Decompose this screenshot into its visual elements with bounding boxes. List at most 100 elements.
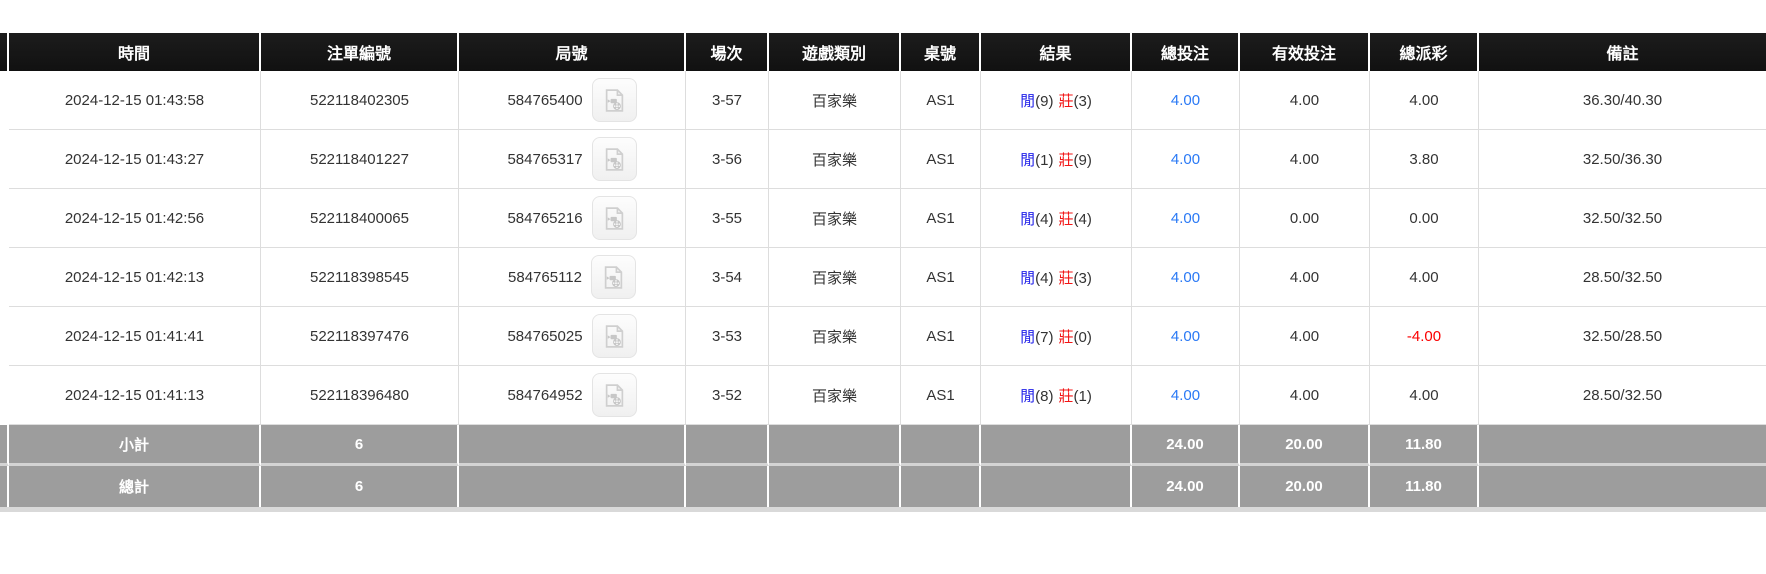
round-number-value: 584765025 bbox=[507, 327, 583, 345]
payout-value: 3.80 bbox=[1409, 150, 1439, 168]
summary-empty-cell bbox=[459, 466, 686, 507]
player-result-label: 閒 bbox=[1020, 269, 1036, 287]
summary-valid-bet: 20.00 bbox=[1285, 478, 1323, 495]
summary-label-cell: 總計 bbox=[9, 466, 261, 507]
video-replay-button[interactable] bbox=[591, 196, 637, 240]
summary-valid-bet: 20.00 bbox=[1285, 435, 1323, 453]
payout-cell: 3.80 bbox=[1370, 130, 1479, 189]
column-header-time: 時間 bbox=[9, 33, 261, 71]
session-cell: 3-54 bbox=[686, 248, 769, 307]
result-cell: 閒(4) 莊(4) bbox=[981, 189, 1132, 248]
summary-payout: 11.80 bbox=[1405, 478, 1442, 495]
bet-number-value: 522118400065 bbox=[310, 209, 409, 227]
summary-row: 小計 6 24.00 20.00 11.80 bbox=[0, 425, 1766, 466]
bet-history-page: 時間 注單編號 局號 場次 遊戲類別 桌號 結果 總投注 有效投注 總派彩 備註 2024-12-1… bbox=[0, 33, 1766, 512]
table-number-value: AS1 bbox=[926, 209, 955, 227]
payout-value: 4.00 bbox=[1409, 268, 1439, 286]
bet-number-value: 522118397476 bbox=[310, 327, 409, 345]
remark-value: 28.50/32.50 bbox=[1582, 386, 1663, 404]
session-value: 3-57 bbox=[711, 91, 743, 109]
total-bet-link[interactable]: 4.00 bbox=[1170, 150, 1201, 168]
game-type-cell: 百家樂 bbox=[769, 71, 901, 130]
gutter-cell bbox=[0, 307, 9, 366]
column-header-payout: 總派彩 bbox=[1370, 33, 1479, 71]
game-type-value: 百家樂 bbox=[811, 387, 857, 405]
table-number-cell: AS1 bbox=[901, 366, 981, 425]
result-cell: 閒(1) 莊(9) bbox=[981, 130, 1132, 189]
round-number-value: 584765317 bbox=[507, 150, 583, 168]
game-type-cell: 百家樂 bbox=[769, 366, 901, 425]
valid-bet-value: 4.00 bbox=[1289, 150, 1320, 168]
total-bet-cell: 4.00 bbox=[1132, 71, 1240, 130]
valid-bet-cell: 4.00 bbox=[1240, 366, 1370, 425]
bet-number-value: 522118401227 bbox=[310, 150, 409, 168]
gutter-cell bbox=[0, 71, 9, 130]
summary-count-cell: 6 bbox=[261, 466, 459, 507]
round-number-cell: 584764952 bbox=[459, 366, 686, 425]
total-bet-link[interactable]: 4.00 bbox=[1170, 91, 1201, 109]
payout-cell: 4.00 bbox=[1370, 366, 1479, 425]
round-number-cell: 584765216 bbox=[459, 189, 686, 248]
result-cell: 閒(9) 莊(3) bbox=[981, 71, 1132, 130]
total-bet-link[interactable]: 4.00 bbox=[1170, 209, 1201, 227]
remark-cell: 36.30/40.30 bbox=[1479, 71, 1766, 130]
time-cell: 2024-12-15 01:42:13 bbox=[9, 248, 261, 307]
column-header-round_no: 局號 bbox=[459, 33, 686, 71]
time-value: 2024-12-15 01:41:41 bbox=[64, 327, 205, 345]
video-replay-button[interactable] bbox=[591, 137, 637, 181]
payout-value: 4.00 bbox=[1409, 386, 1439, 404]
summary-label-cell: 小計 bbox=[9, 425, 261, 466]
game-type-value: 百家樂 bbox=[811, 269, 857, 287]
video-file-icon bbox=[605, 88, 623, 112]
gutter-cell bbox=[0, 248, 9, 307]
video-replay-button[interactable] bbox=[590, 255, 636, 299]
video-file-icon bbox=[605, 147, 623, 171]
bet-number-value: 522118402305 bbox=[310, 91, 409, 109]
remark-value: 32.50/32.50 bbox=[1582, 209, 1663, 227]
video-replay-button[interactable] bbox=[591, 373, 637, 417]
total-bet-link[interactable]: 4.00 bbox=[1170, 386, 1201, 404]
column-header-result: 結果 bbox=[981, 33, 1132, 71]
time-cell: 2024-12-15 01:41:41 bbox=[9, 307, 261, 366]
summary-empty-cell bbox=[459, 425, 686, 466]
column-header-session: 場次 bbox=[686, 33, 769, 71]
valid-bet-value: 4.00 bbox=[1289, 327, 1320, 345]
bet-number-value: 522118398545 bbox=[310, 268, 409, 286]
table-row: 2024-12-15 01:43:27 522118401227 5847653… bbox=[0, 130, 1766, 189]
session-cell: 3-55 bbox=[686, 189, 769, 248]
time-cell: 2024-12-15 01:43:27 bbox=[9, 130, 261, 189]
session-value: 3-56 bbox=[711, 150, 743, 168]
time-value: 2024-12-15 01:43:58 bbox=[64, 91, 205, 109]
bet-number-value: 522118396480 bbox=[310, 386, 409, 404]
total-bet-link[interactable]: 4.00 bbox=[1170, 268, 1201, 286]
gutter-header-cell bbox=[0, 33, 9, 71]
summary-label: 小計 bbox=[118, 436, 149, 454]
summary-remark-cell bbox=[1479, 466, 1766, 507]
valid-bet-cell: 0.00 bbox=[1240, 189, 1370, 248]
summary-count-cell: 6 bbox=[261, 425, 459, 466]
summary-valid-bet-cell: 20.00 bbox=[1240, 466, 1370, 507]
bet-number-cell: 522118398545 bbox=[261, 248, 459, 307]
valid-bet-cell: 4.00 bbox=[1240, 307, 1370, 366]
video-replay-button[interactable] bbox=[591, 314, 637, 358]
round-number-cell: 584765025 bbox=[459, 307, 686, 366]
table-body: 2024-12-15 01:43:58 522118402305 5847654… bbox=[0, 71, 1766, 425]
result-cell: 閒(8) 莊(1) bbox=[981, 366, 1132, 425]
player-result-score: (9) bbox=[1035, 92, 1054, 110]
bet-number-cell: 522118400065 bbox=[261, 189, 459, 248]
table-row: 2024-12-15 01:43:58 522118402305 5847654… bbox=[0, 71, 1766, 130]
bet-number-cell: 522118396480 bbox=[261, 366, 459, 425]
video-replay-button[interactable] bbox=[591, 78, 637, 122]
summary-total-bet-cell: 24.00 bbox=[1132, 425, 1240, 466]
total-bet-link[interactable]: 4.00 bbox=[1170, 327, 1201, 345]
banker-result-label: 莊 bbox=[1058, 151, 1074, 169]
table-number-value: AS1 bbox=[926, 150, 955, 168]
column-header-remark: 備註 bbox=[1479, 33, 1766, 71]
summary-empty-cell bbox=[686, 425, 769, 466]
summary-valid-bet-cell: 20.00 bbox=[1240, 425, 1370, 466]
summary-count: 6 bbox=[354, 478, 364, 495]
bet-number-cell: 522118402305 bbox=[261, 71, 459, 130]
gutter-cell bbox=[0, 130, 9, 189]
time-value: 2024-12-15 01:42:56 bbox=[64, 209, 205, 227]
game-type-value: 百家樂 bbox=[811, 92, 857, 110]
